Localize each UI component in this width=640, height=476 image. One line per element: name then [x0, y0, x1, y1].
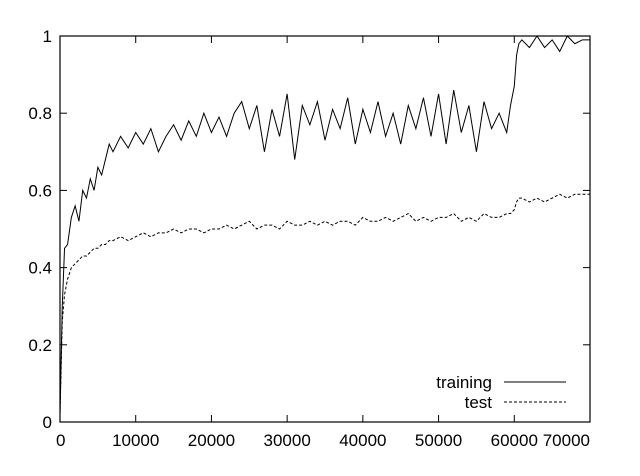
x-tick-label: 40000: [339, 431, 386, 450]
x-tick-label: 10000: [112, 431, 159, 450]
y-tick-label: 0.4: [28, 259, 52, 278]
x-tick-label: 50000: [415, 431, 462, 450]
y-tick-label: 0.6: [28, 181, 52, 200]
axes: 0 10000 20000 30000 40000 50000 60000 70000 0 0.2…: [28, 27, 591, 450]
x-tick-label: 30000: [264, 431, 311, 450]
y-tick-label: 0.8: [28, 104, 52, 123]
legend-label-test: test: [465, 393, 493, 412]
x-tick-label: 60000: [491, 431, 538, 450]
series-group: [59, 35, 590, 415]
x-tick-label: 0: [56, 431, 65, 450]
y-tick-label: 1: [43, 27, 52, 46]
series-line-training: [59, 35, 590, 415]
x-tick-label: 70000: [543, 431, 590, 450]
x-tick-label: 20000: [188, 431, 235, 450]
y-tick-label: 0.2: [28, 336, 52, 355]
series-line-test: [59, 193, 590, 415]
plot-area: [59, 35, 591, 423]
legend-label-training: training: [436, 373, 492, 392]
plot-frame: [59, 35, 591, 423]
y-tick-label: 0: [43, 413, 52, 432]
